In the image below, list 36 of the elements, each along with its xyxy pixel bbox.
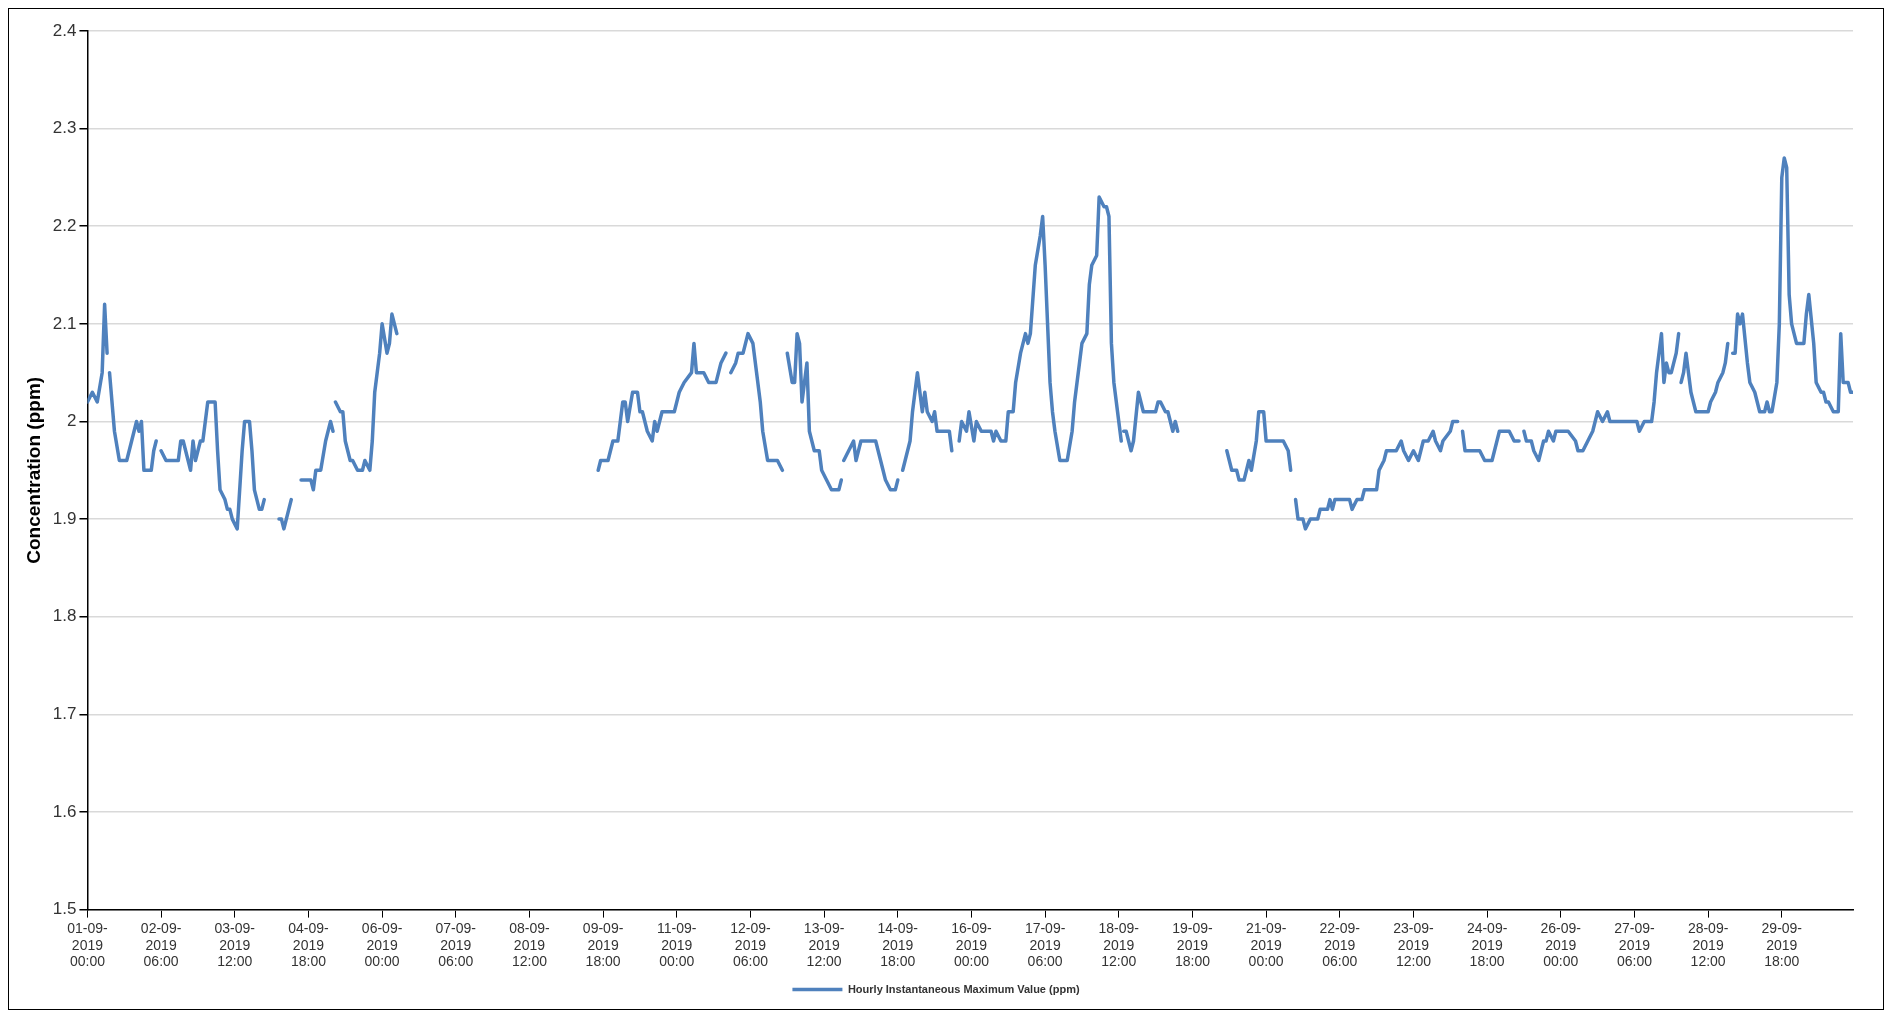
x-tick-label: 16-09-2019 00:00 <box>951 919 993 970</box>
x-tick-label: 27-09-2019 06:00 <box>1614 919 1656 970</box>
y-tick-label: 1.8 <box>52 606 77 626</box>
x-tick-label: 24-09-2019 18:00 <box>1466 919 1508 970</box>
x-tick-label: 13-09-2019 12:00 <box>803 919 845 970</box>
y-tick-label: 2.2 <box>52 215 77 235</box>
y-tick-label: 2.3 <box>52 118 77 138</box>
y-axis-title: Concentration (ppm) <box>22 376 44 564</box>
x-tick-label: 18-09-2019 12:00 <box>1098 919 1140 970</box>
x-tick-label: 08-09-2019 12:00 <box>509 919 551 970</box>
x-tick-label: 11-09-2019 00:00 <box>657 919 697 970</box>
x-tick-label: 02-09-2019 06:00 <box>140 919 182 970</box>
y-tick-label: 1.5 <box>52 899 77 919</box>
x-tick-label: 23-09-2019 12:00 <box>1393 919 1435 970</box>
y-tick-label: 1.9 <box>52 508 77 528</box>
x-tick-label: 09-09-2019 18:00 <box>582 919 624 970</box>
x-tick-label: 26-09-2019 00:00 <box>1540 919 1582 970</box>
x-tick-label: 14-09-2019 18:00 <box>877 919 919 970</box>
y-tick-label: 2.1 <box>52 313 77 333</box>
x-tick-label: 04-09-2019 18:00 <box>288 919 330 970</box>
y-tick-label: 2.4 <box>52 20 77 40</box>
x-tick-label: 03-09-2019 12:00 <box>214 919 256 970</box>
x-tick-label: 29-09-2019 18:00 <box>1761 919 1803 970</box>
x-tick-label: 01-09-2019 00:00 <box>67 919 108 970</box>
x-tick-label: 12-09-2019 06:00 <box>730 919 772 970</box>
x-tick-label: 06-09-2019 00:00 <box>361 919 403 970</box>
x-tick-label: 21-09-2019 00:00 <box>1245 919 1287 970</box>
y-tick-label: 1.7 <box>52 704 77 724</box>
x-tick-label: 22-09-2019 06:00 <box>1319 919 1361 970</box>
x-tick-label: 19-09-2019 18:00 <box>1172 919 1214 970</box>
x-tick-label: 28-09-2019 12:00 <box>1687 919 1729 970</box>
x-tick-label: 17-09-2019 06:00 <box>1024 919 1066 970</box>
legend-label: Hourly Instantaneous Maximum Value (ppm) <box>847 982 1080 995</box>
x-tick-label: 07-09-2019 06:00 <box>435 919 477 970</box>
y-tick-label: 2 <box>66 411 77 431</box>
y-tick-label: 1.6 <box>52 801 77 821</box>
